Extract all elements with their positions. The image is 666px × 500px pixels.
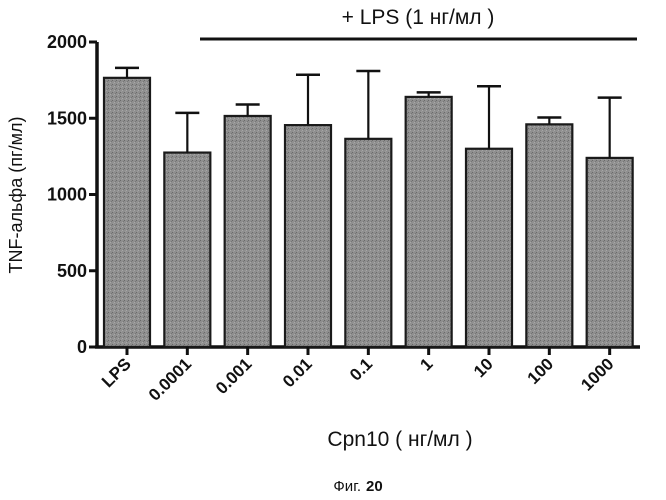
x-tick-label: 0.1 (346, 354, 376, 384)
y-tick-label: 2000 (47, 32, 87, 52)
y-tick-label: 1500 (47, 108, 87, 128)
bar-0.0001 (164, 153, 210, 347)
bar-100 (526, 124, 572, 347)
x-axis-label: Cpn10 ( нг/мл ) (327, 428, 472, 451)
x-tick-label: 0.0001 (145, 354, 195, 404)
bars (104, 68, 633, 347)
bar-LPS (104, 78, 150, 347)
y-tick-label: 0 (77, 337, 87, 357)
x-tick-label: 10 (470, 354, 497, 381)
x-tick-label: LPS (98, 354, 135, 391)
bar-0.01 (285, 125, 331, 347)
x-tick-label: 1000 (577, 354, 617, 394)
x-tick-label: 0.01 (279, 354, 316, 391)
bar-1 (406, 97, 452, 347)
y-ticks: 0 500 1000 1500 2000 (47, 32, 97, 357)
x-tick-label: 1 (416, 354, 436, 374)
bar-10 (466, 149, 512, 347)
y-tick-label: 1000 (47, 185, 87, 205)
bar-0.001 (225, 116, 271, 347)
x-tick-label: 100 (524, 354, 557, 387)
bar-0.1 (345, 139, 391, 347)
caption-number: 20 (366, 478, 383, 495)
y-axis-label: TNF-альфа (пг/мл) (6, 117, 26, 274)
y-tick-label: 500 (57, 261, 87, 281)
caption-prefix: Фиг. (333, 478, 361, 495)
lps-annotation: + LPS (1 нг/мл ) (342, 6, 495, 29)
bar-1000 (587, 158, 633, 347)
figure-caption: Фиг. 20 (333, 478, 382, 495)
x-ticks: LPS 0.0001 0.001 0.01 0.1 1 10 100 1000 (98, 347, 617, 405)
x-tick-label: 0.001 (212, 354, 256, 398)
